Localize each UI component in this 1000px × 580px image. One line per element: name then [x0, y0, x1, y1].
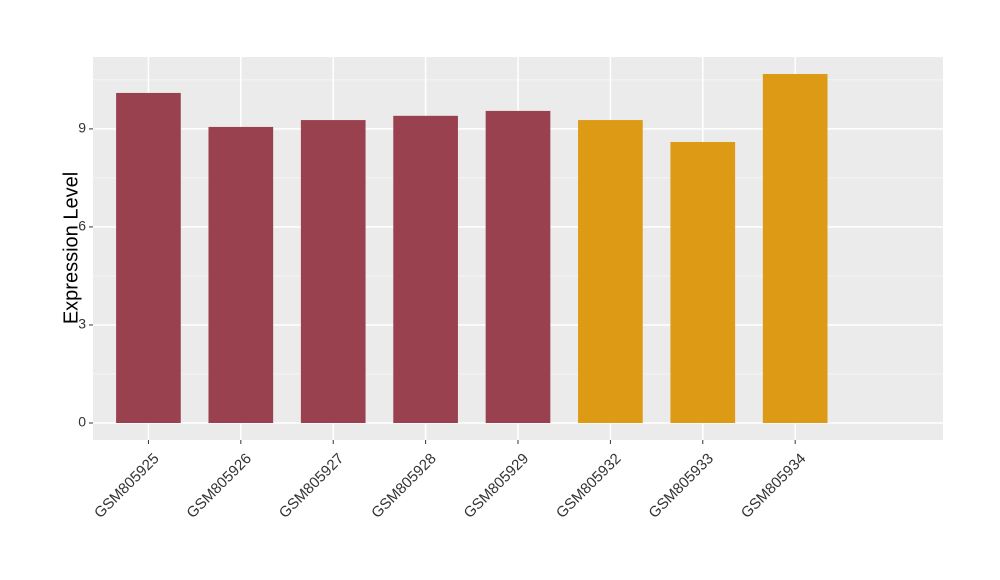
x-tick-label: GSM805929 — [461, 450, 533, 522]
bar — [578, 120, 643, 424]
x-tick-label: GSM805926 — [183, 450, 255, 522]
bar — [393, 115, 458, 424]
x-tick-label: GSM805925 — [91, 450, 163, 522]
x-tick-label: GSM805928 — [368, 450, 440, 522]
y-tick-label: 0 — [78, 414, 86, 430]
bar — [670, 141, 736, 424]
y-axis-title: Expression Level — [60, 172, 82, 324]
bar — [300, 120, 366, 424]
bar — [208, 126, 274, 424]
y-tick-label: 3 — [78, 316, 86, 332]
bar — [485, 110, 551, 424]
x-tick-label: GSM805934 — [738, 450, 810, 522]
x-tick-label: GSM805932 — [553, 450, 625, 522]
bar — [116, 92, 181, 424]
bar — [762, 73, 828, 424]
y-tick-label: 9 — [78, 120, 86, 136]
x-tick-label: GSM805927 — [276, 450, 348, 522]
y-tick-label: 6 — [78, 218, 86, 234]
x-tick-label: GSM805933 — [645, 450, 717, 522]
